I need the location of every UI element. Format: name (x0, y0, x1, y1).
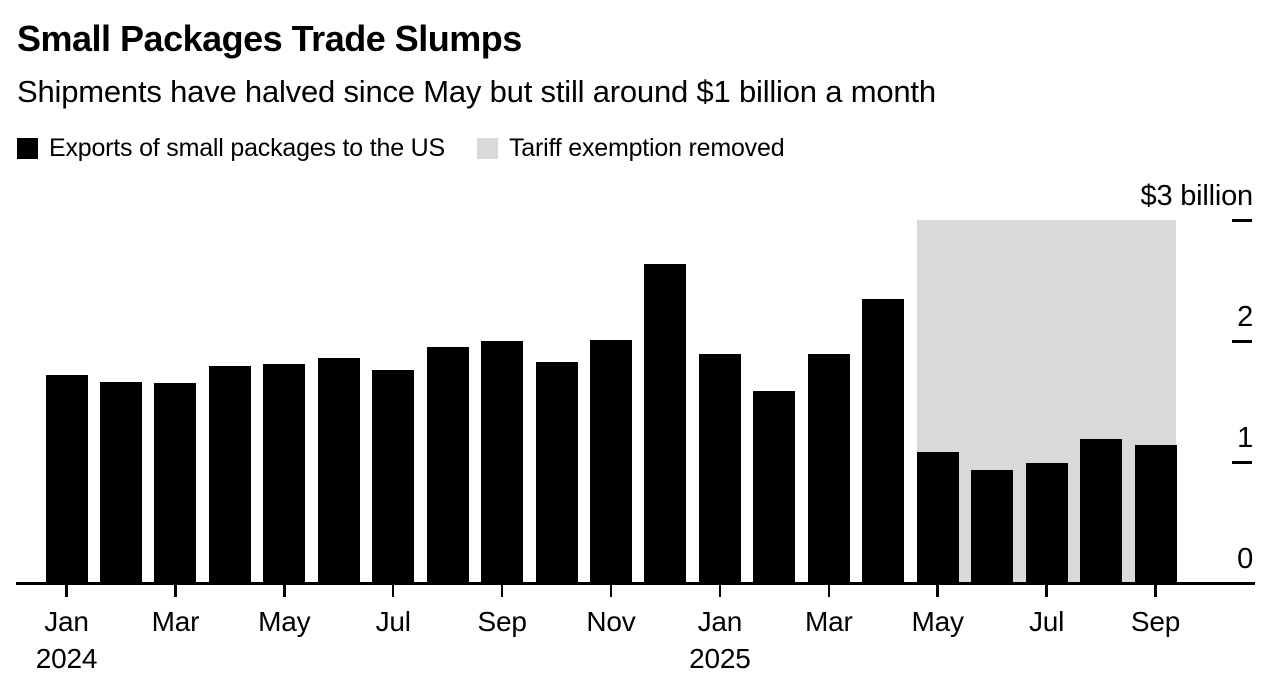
legend-swatch-exports (17, 138, 38, 159)
x-tick-label-jul-2024: Jul (375, 606, 411, 637)
x-tick-jan-2024 (65, 584, 68, 597)
bar-jan-2025 (698, 354, 741, 583)
y-tick-label-2: 2 (1237, 301, 1253, 333)
legend-label-exports: Exports of small packages to the US (49, 134, 445, 162)
bar-jun-2024 (317, 357, 360, 583)
y-tick-1 (1232, 460, 1252, 464)
bar-mar-2025 (807, 354, 850, 583)
x-tick-sep-2024 (500, 584, 504, 597)
x-tick-jul-2025 (1045, 584, 1048, 597)
bar-oct-2024 (535, 361, 578, 583)
x-tick-may-2024 (283, 584, 286, 597)
x-tick-mar-2025 (827, 584, 831, 597)
x-tick-label-sep-2024: Sep (477, 606, 527, 637)
bar-may-2025 (916, 452, 959, 583)
y-tick-3 (1232, 218, 1252, 222)
x-tick-label-jul-2025: Jul (1028, 606, 1065, 637)
x-tick-jan-2025 (718, 584, 722, 597)
legend: Exports of small packages to the US Tari… (17, 134, 785, 163)
bar-may-2024 (263, 363, 306, 583)
chart-subtitle: Shipments have halved since May but stil… (17, 74, 936, 109)
x-tick-label-mar-2025: Mar (804, 606, 853, 637)
bar-jun-2025 (971, 470, 1014, 583)
y-tick-2 (1232, 339, 1252, 343)
x-tick-sep-2025 (1154, 584, 1157, 597)
bar-nov-2024 (590, 339, 632, 583)
x-tick-label-jan-2025: Jan (697, 606, 743, 637)
x-tick-label-mar-2024: Mar (151, 606, 200, 637)
bar-apr-2025 (862, 298, 905, 583)
legend-item-tariff-exemption: Tariff exemption removed (476, 134, 785, 163)
legend-label-tariff-exemption: Tariff exemption removed (508, 134, 785, 162)
bar-jul-2025 (1025, 463, 1068, 583)
x-tick-label-may-2024: May (258, 606, 311, 637)
x-tick-label-nov-2024: Nov (586, 606, 636, 637)
x-tick-label-sep-2025: Sep (1130, 606, 1181, 637)
y-tick-label-0: 0 (1237, 543, 1253, 575)
bar-apr-2024 (208, 366, 251, 583)
legend-item-exports: Exports of small packages to the US (17, 134, 445, 163)
bar-aug-2025 (1080, 439, 1123, 583)
x-year-label-2024: 2024 (35, 643, 98, 674)
legend-swatch-tariff-exemption (476, 138, 498, 159)
x-tick-label-jan-2024: Jan (44, 606, 89, 637)
x-tick-mar-2024 (174, 584, 177, 597)
bar-jul-2024 (372, 370, 415, 583)
y-tick-label-3: $3 billion (1140, 180, 1254, 212)
x-tick-nov-2024 (609, 584, 613, 597)
x-tick-may-2025 (936, 584, 939, 597)
x-tick-label-may-2025: May (911, 606, 964, 637)
x-tick-jul-2024 (391, 584, 395, 597)
x-year-label-2025: 2025 (689, 643, 751, 674)
bar-feb-2024 (99, 382, 142, 583)
bar-sep-2024 (481, 341, 524, 583)
bar-jan-2024 (45, 374, 88, 583)
bar-sep-2025 (1134, 445, 1177, 583)
x-axis-line (16, 582, 1255, 585)
chart-title: Small Packages Trade Slumps (17, 18, 522, 59)
y-tick-label-1: 1 (1237, 422, 1253, 454)
bar-dec-2024 (644, 263, 687, 583)
bar-feb-2025 (753, 390, 796, 583)
bar-aug-2024 (426, 347, 469, 583)
bar-mar-2024 (154, 383, 197, 583)
